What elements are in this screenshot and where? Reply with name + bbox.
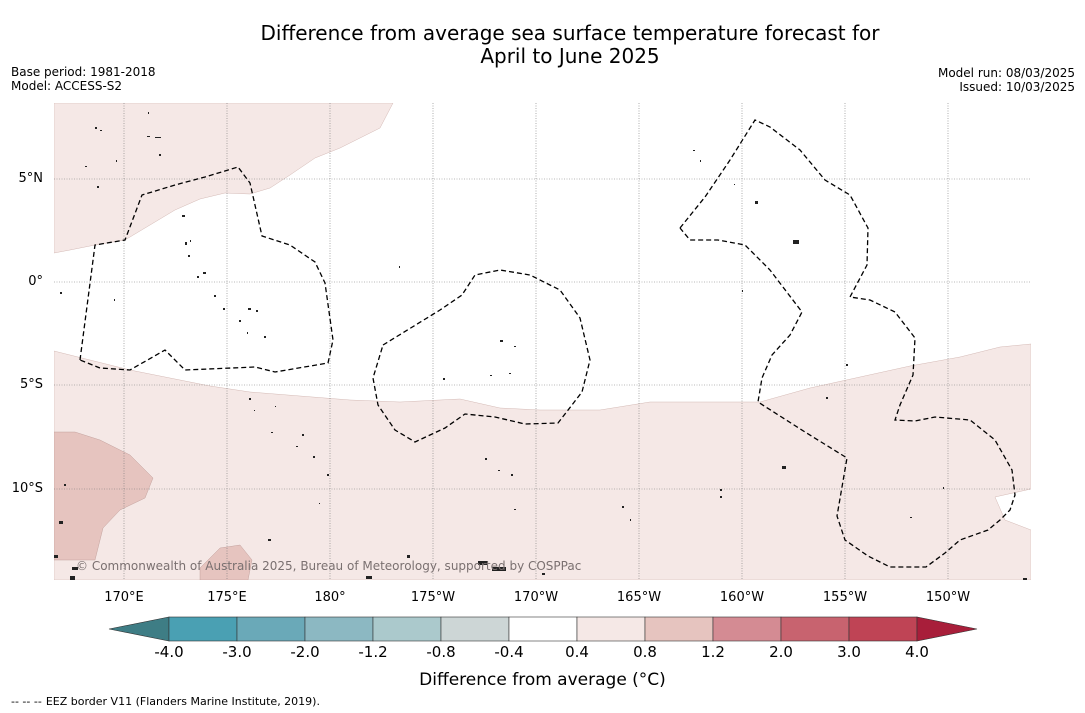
meta-right: Model run: 08/03/2025 Issued: 10/03/2025	[938, 66, 1075, 94]
colorbar-tick-label: 0.4	[565, 643, 589, 661]
lat-label-10s: 10°S	[11, 481, 43, 496]
colorbar-tick-label: 4.0	[905, 643, 929, 661]
anomaly-region-southwest	[54, 431, 154, 561]
lat-label-5n: 5°N	[18, 171, 44, 186]
lon-label-150w: 150°W	[925, 590, 971, 605]
colorbar-swatch	[508, 616, 578, 642]
colorbar-swatch	[168, 616, 238, 642]
colorbar-swatch	[644, 616, 714, 642]
colorbar-swatch	[372, 616, 442, 642]
map-area	[54, 103, 1031, 580]
anomaly-region-north	[54, 103, 394, 254]
colorbar-swatch	[848, 616, 918, 642]
map-title: Difference from average sea surface temp…	[0, 22, 1085, 68]
colorbar-swatch	[304, 616, 374, 642]
colorbar-extend-high	[916, 616, 978, 642]
lon-label-175w: 175°W	[410, 590, 456, 605]
colorbar-tick-label: 0.8	[633, 643, 657, 661]
colorbar-swatch	[780, 616, 850, 642]
colorbar-tick-label: 2.0	[769, 643, 793, 661]
title-line-2: April to June 2025	[480, 44, 660, 68]
eez-note-text: EEZ border V11 (Flanders Marine Institut…	[45, 695, 320, 708]
lon-label-165w: 165°W	[616, 590, 662, 605]
base-period: Base period: 1981-2018	[11, 65, 156, 79]
colorbar-tick-label: 3.0	[837, 643, 861, 661]
anomaly-region-south	[54, 343, 1031, 580]
colorbar-swatch	[440, 616, 510, 642]
copyright-notice: © Commonwealth of Australia 2025, Bureau…	[76, 559, 582, 573]
colorbar-extend-low	[108, 616, 170, 642]
lon-label-180: 180°	[314, 590, 346, 605]
lat-label-0: 0°	[28, 274, 43, 289]
issued-date: Issued: 10/03/2025	[959, 80, 1075, 94]
lon-label-170w: 170°W	[513, 590, 559, 605]
colorbar	[108, 616, 978, 642]
colorbar-tick-label: -2.0	[290, 643, 320, 661]
eez-borders	[79, 119, 1016, 568]
meta-left: Base period: 1981-2018 Model: ACCESS-S2	[11, 65, 156, 93]
colorbar-tick-label: -1.2	[358, 643, 388, 661]
eez-kiribati-west	[79, 166, 334, 373]
colorbar-tick-label: 1.2	[701, 643, 725, 661]
colorbar-swatch	[712, 616, 782, 642]
anomaly-region-small	[199, 544, 253, 580]
lon-label-155w: 155°W	[822, 590, 868, 605]
colorbar-label: Difference from average (°C)	[419, 670, 666, 690]
lon-label-175e: 175°E	[207, 590, 247, 605]
colorbar-swatch	[576, 616, 646, 642]
legend-note: -- -- -- EEZ border V11 (Flanders Marine …	[11, 695, 324, 708]
colorbar-tick-label: -4.0	[154, 643, 184, 661]
eez-phoenix	[372, 269, 591, 443]
islands	[54, 112, 1027, 580]
model-run: Model run: 08/03/2025	[937, 66, 1075, 80]
colorbar-tick-label: -3.0	[222, 643, 252, 661]
title-line-1: Difference from average sea surface temp…	[260, 21, 880, 45]
colorbar-swatch	[236, 616, 306, 642]
eez-dash-symbol: -- -- --	[11, 695, 42, 708]
eez-line-islands	[679, 119, 1016, 568]
lon-label-160w: 160°W	[719, 590, 765, 605]
colorbar-tick-label: -0.8	[426, 643, 456, 661]
lat-label-5s: 5°S	[19, 377, 43, 392]
gridlines	[54, 103, 1031, 580]
lon-label-170e: 170°E	[104, 590, 144, 605]
colorbar-tick-label: -0.4	[494, 643, 524, 661]
model-name: Model: ACCESS-S2	[11, 79, 123, 93]
